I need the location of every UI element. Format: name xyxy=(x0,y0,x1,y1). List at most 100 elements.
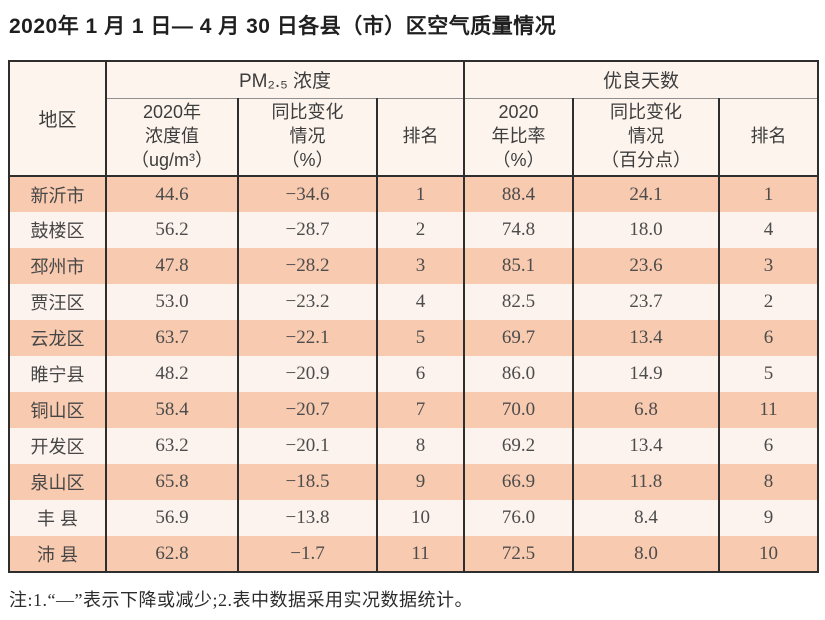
good-change-cell: 18.0 xyxy=(572,212,721,248)
good-change-cell: 13.4 xyxy=(572,428,721,464)
good-change-cell: 23.7 xyxy=(572,284,721,320)
region-cell: 贾汪区 xyxy=(8,284,107,320)
good-change-cell: 24.1 xyxy=(572,176,721,212)
good-rank-cell: 10 xyxy=(718,536,820,572)
table-row: 丰 县 56.9 −13.8 10 76.0 8.4 9 xyxy=(8,500,820,536)
table-row: 新沂市 44.6 −34.6 1 88.4 24.1 1 xyxy=(8,176,820,212)
good-ratio-cell: 82.5 xyxy=(463,284,575,320)
table-row: 睢宁县 48.2 −20.9 6 86.0 14.9 5 xyxy=(8,356,820,392)
region-cell: 开发区 xyxy=(8,428,107,464)
good-change-cell: 13.4 xyxy=(572,320,721,356)
good-ratio-cell: 69.2 xyxy=(463,428,575,464)
pm-rank-cell: 5 xyxy=(375,320,466,356)
pm-value-cell: 58.4 xyxy=(105,392,239,428)
pm-change-cell: −20.9 xyxy=(237,356,378,392)
pm-value-cell: 48.2 xyxy=(105,356,239,392)
table-body: 新沂市 44.6 −34.6 1 88.4 24.1 1 鼓楼区 56.2 −2… xyxy=(8,176,820,572)
good-rank-cell: 4 xyxy=(718,212,820,248)
pm-change-cell: −28.2 xyxy=(237,248,378,284)
pm-value-cell: 44.6 xyxy=(105,176,239,212)
region-cell: 邳州市 xyxy=(8,248,107,284)
table-row: 开发区 63.2 −20.1 8 69.2 13.4 6 xyxy=(8,428,820,464)
region-cell: 泉山区 xyxy=(8,464,107,500)
good-ratio-cell: 88.4 xyxy=(463,176,575,212)
table-row: 云龙区 63.7 −22.1 5 69.7 13.4 6 xyxy=(8,320,820,356)
good-change-cell: 8.4 xyxy=(572,500,721,536)
column-header-pm-value: 2020年 浓度值 （ug/m³） xyxy=(105,98,239,177)
column-header-pm-change: 同比变化 情况 （%） xyxy=(237,98,378,177)
pm-change-cell: −20.7 xyxy=(237,392,378,428)
pm-value-cell: 65.8 xyxy=(105,464,239,500)
good-rank-cell: 1 xyxy=(718,176,820,212)
region-cell: 沛 县 xyxy=(8,536,107,572)
good-change-cell: 14.9 xyxy=(572,356,721,392)
pm-change-cell: −18.5 xyxy=(237,464,378,500)
pm-rank-cell: 3 xyxy=(375,248,466,284)
region-cell: 睢宁县 xyxy=(8,356,107,392)
pm-value-cell: 63.7 xyxy=(105,320,239,356)
good-ratio-cell: 76.0 xyxy=(463,500,575,536)
good-ratio-cell: 70.0 xyxy=(463,392,575,428)
pm-change-cell: −23.2 xyxy=(237,284,378,320)
pm-change-cell: −34.6 xyxy=(237,176,378,212)
pm-change-cell: −13.8 xyxy=(237,500,378,536)
good-ratio-cell: 86.0 xyxy=(463,356,575,392)
region-cell: 新沂市 xyxy=(8,176,107,212)
column-header-region: 地区 xyxy=(8,61,107,177)
pm-value-cell: 56.2 xyxy=(105,212,239,248)
column-header-pm-rank: 排名 xyxy=(375,98,466,177)
pm-value-cell: 62.8 xyxy=(105,536,239,572)
good-change-cell: 6.8 xyxy=(572,392,721,428)
table-row: 贾汪区 53.0 −23.2 4 82.5 23.7 2 xyxy=(8,284,820,320)
pm-rank-cell: 8 xyxy=(375,428,466,464)
pm-rank-cell: 6 xyxy=(375,356,466,392)
good-ratio-cell: 69.7 xyxy=(463,320,575,356)
good-ratio-cell: 74.8 xyxy=(463,212,575,248)
table-row: 沛 县 62.8 −1.7 11 72.5 8.0 10 xyxy=(8,536,820,572)
pm-rank-cell: 1 xyxy=(375,176,466,212)
region-cell: 铜山区 xyxy=(8,392,107,428)
pm-rank-cell: 2 xyxy=(375,212,466,248)
good-rank-cell: 6 xyxy=(718,320,820,356)
pm-change-cell: −1.7 xyxy=(237,536,378,572)
pm-value-cell: 47.8 xyxy=(105,248,239,284)
pm-rank-cell: 7 xyxy=(375,392,466,428)
pm-rank-cell: 4 xyxy=(375,284,466,320)
good-rank-cell: 11 xyxy=(718,392,820,428)
group-header-pm25: PM₂.₅ 浓度 xyxy=(104,61,466,99)
region-cell: 鼓楼区 xyxy=(8,212,107,248)
pm-change-cell: −20.1 xyxy=(237,428,378,464)
region-cell: 丰 县 xyxy=(8,500,107,536)
good-rank-cell: 3 xyxy=(718,248,820,284)
column-header-good-ratio: 2020 年比率 （%） xyxy=(463,98,575,177)
pm-change-cell: −28.7 xyxy=(237,212,378,248)
air-quality-table: 地区 PM₂.₅ 浓度 优良天数 2020年 浓度值 （ug/m³） 同比变化 … xyxy=(8,60,820,573)
good-rank-cell: 6 xyxy=(718,428,820,464)
pm-value-cell: 56.9 xyxy=(105,500,239,536)
good-ratio-cell: 85.1 xyxy=(463,248,575,284)
pm-rank-cell: 10 xyxy=(375,500,466,536)
pm-value-cell: 53.0 xyxy=(105,284,239,320)
sub-header-row: 2020年 浓度值 （ug/m³） 同比变化 情况 （%） 排名 2020 年比… xyxy=(9,98,820,177)
good-rank-cell: 5 xyxy=(718,356,820,392)
good-rank-cell: 2 xyxy=(718,284,820,320)
footnote: 注:1.“—”表示下降或减少;2.表中数据采用实况数据统计。 xyxy=(9,590,473,610)
pm-rank-cell: 9 xyxy=(375,464,466,500)
good-change-cell: 8.0 xyxy=(572,536,721,572)
group-header-row: 地区 PM₂.₅ 浓度 优良天数 xyxy=(8,61,820,177)
good-change-cell: 23.6 xyxy=(572,248,721,284)
group-header-good-days: 优良天数 xyxy=(463,61,820,99)
good-ratio-cell: 72.5 xyxy=(463,536,575,572)
table-row: 鼓楼区 56.2 −28.7 2 74.8 18.0 4 xyxy=(8,212,820,248)
table-header: 地区 PM₂.₅ 浓度 优良天数 2020年 浓度值 （ug/m³） 同比变化 … xyxy=(8,61,820,177)
column-header-good-rank: 排名 xyxy=(718,98,820,177)
column-header-good-change: 同比变化 情况 （百分点） xyxy=(572,98,721,177)
pm-rank-cell: 11 xyxy=(375,536,466,572)
pm-change-cell: −22.1 xyxy=(237,320,378,356)
table-row: 邳州市 47.8 −28.2 3 85.1 23.6 3 xyxy=(8,248,820,284)
pm-value-cell: 63.2 xyxy=(105,428,239,464)
page-title: 2020年 1 月 1 日— 4 月 30 日各县（市）区空气质量情况 xyxy=(9,15,557,38)
table-row: 铜山区 58.4 −20.7 7 70.0 6.8 11 xyxy=(8,392,820,428)
region-cell: 云龙区 xyxy=(8,320,107,356)
